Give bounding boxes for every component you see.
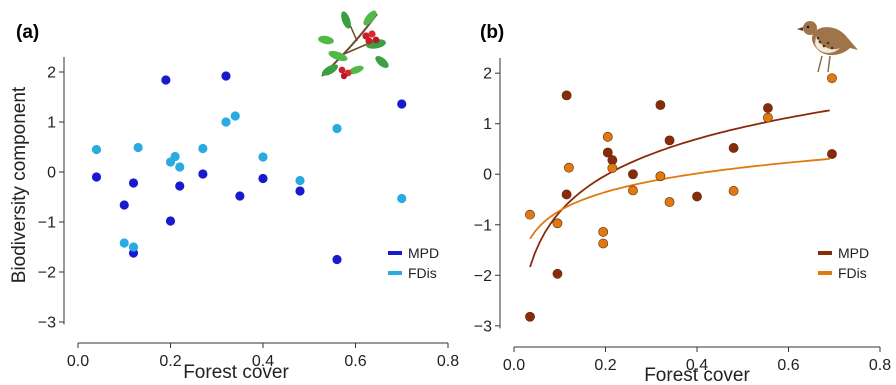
panel-b-point-fdis bbox=[628, 185, 638, 196]
panel-a-point-fdis bbox=[91, 144, 102, 155]
panel-a-point-fdis bbox=[133, 142, 143, 153]
panel-a-point-mpd bbox=[332, 254, 342, 265]
panel-a-y-tick-label: −3 bbox=[38, 315, 56, 332]
panel-b-point-mpd bbox=[655, 100, 666, 110]
panel-a-y-tick-label: 1 bbox=[47, 115, 56, 132]
panel-a-point-mpd bbox=[235, 191, 245, 201]
panel-b-x-tick-label: 0.4 bbox=[686, 357, 708, 374]
panel-a-point-fdis bbox=[332, 123, 342, 134]
hawthorn-branch-icon bbox=[318, 10, 389, 80]
panel-b-y-tick-label: 1 bbox=[483, 116, 492, 133]
panel-a-point-mpd bbox=[295, 186, 305, 196]
panel-a-point-mpd bbox=[198, 169, 208, 179]
panel-b-point-fdis bbox=[655, 171, 666, 182]
panel-a-y-tick-label: 2 bbox=[47, 65, 56, 82]
panel-a-x-tick-label: 0.0 bbox=[67, 353, 89, 370]
panel-b-y-tick-label: −2 bbox=[474, 268, 492, 285]
panel-b-point-mpd bbox=[692, 191, 702, 202]
panel-a-point-fdis bbox=[198, 143, 208, 154]
panel-b: 0.0 0.2 0.4 0.6 0.8 2 1 0 −1 −2 −3 MPD FDis (b) Fore… bbox=[474, 21, 891, 385]
panel-b-point-fdis bbox=[552, 218, 563, 229]
panel-b-x-tick-label: 0.6 bbox=[777, 357, 799, 374]
panel-a-point-fdis bbox=[295, 175, 305, 186]
panel-a-x-tick-label: 0.4 bbox=[252, 353, 274, 370]
panel-a-point-mpd bbox=[397, 99, 407, 109]
panel-b-y-tick-label: −1 bbox=[474, 217, 492, 234]
panel-b-point-fdis bbox=[564, 162, 574, 173]
panel-b-point-mpd bbox=[827, 149, 837, 159]
panel-b-fit-line-fdis bbox=[529, 158, 830, 240]
panel-a-x-tick-label: 0.2 bbox=[159, 353, 181, 370]
panel-a-point-fdis bbox=[230, 111, 240, 121]
panel-b-point-mpd bbox=[552, 268, 563, 279]
panel-b-point-mpd bbox=[602, 147, 613, 158]
panel-b-plot-area: 0.0 0.2 0.4 0.6 0.8 2 1 0 −1 −2 −3 MPD FDis bbox=[474, 58, 891, 374]
panel-a-legend-label-fdis: FDis bbox=[408, 265, 437, 281]
thrush-bird-icon bbox=[797, 21, 858, 73]
panel-b-point-fdis bbox=[763, 112, 773, 123]
panel-a-point-fdis bbox=[221, 117, 231, 127]
panel-a-label: (a) bbox=[16, 22, 39, 43]
panel-a-y-tick-label: 0 bbox=[47, 165, 56, 182]
panel-b-point-fdis bbox=[598, 226, 609, 237]
panel-a-point-mpd bbox=[161, 75, 171, 85]
panel-b-point-fdis bbox=[664, 197, 675, 207]
panel-b-point-mpd bbox=[728, 143, 739, 153]
panel-a-y-tick-label: −2 bbox=[38, 265, 56, 282]
panel-b-point-mpd bbox=[763, 103, 773, 113]
panel-a-point-fdis bbox=[128, 242, 139, 252]
panel-b-point-fdis bbox=[827, 73, 837, 84]
panel-a-point-mpd bbox=[175, 181, 185, 191]
panel-b-point-mpd bbox=[561, 90, 572, 101]
panel-b-point-fdis bbox=[525, 209, 535, 220]
panel-b-x-tick-label: 0.0 bbox=[503, 357, 525, 374]
panel-b-y-tick-label: −3 bbox=[474, 318, 492, 335]
panel-b-point-fdis bbox=[607, 163, 618, 174]
panel-b-label: (b) bbox=[480, 22, 504, 43]
panel-a-y-tick-label: −1 bbox=[38, 215, 56, 232]
panel-a-point-mpd bbox=[91, 172, 102, 182]
panel-b-point-fdis bbox=[602, 131, 613, 142]
panel-b-point-mpd bbox=[525, 311, 535, 322]
panel-a-point-mpd bbox=[119, 200, 129, 210]
panel-b-point-mpd bbox=[561, 189, 572, 200]
panel-a-point-fdis bbox=[119, 238, 129, 248]
panel-a-point-fdis bbox=[258, 152, 268, 162]
panel-b-point-fdis bbox=[598, 238, 609, 249]
panel-b-point-mpd bbox=[664, 135, 675, 146]
panel-a: 0.0 0.2 0.4 0.6 0.8 2 1 0 −1 −2 −3 MPD FDis (a) Fore… bbox=[9, 10, 459, 383]
panel-b-x-tick-label: 0.8 bbox=[869, 357, 891, 374]
panel-b-legend-label-mpd: MPD bbox=[838, 245, 869, 261]
panel-a-y-axis-title: Biodiversity component bbox=[9, 86, 30, 283]
panel-a-point-mpd bbox=[165, 216, 176, 226]
panel-b-x-tick-label: 0.2 bbox=[594, 357, 616, 374]
panel-a-point-fdis bbox=[175, 162, 185, 172]
panel-a-point-mpd bbox=[221, 71, 231, 81]
panel-a-plot-area: 0.0 0.2 0.4 0.6 0.8 2 1 0 −1 −2 −3 MPD FDis bbox=[38, 57, 459, 370]
panel-a-x-axis-title: Forest cover bbox=[183, 362, 289, 383]
panel-b-x-axis-title: Forest cover bbox=[644, 365, 750, 385]
panel-b-y-tick-label: 2 bbox=[483, 66, 492, 83]
panel-b-legend-label-fdis: FDis bbox=[838, 265, 867, 281]
panel-a-point-fdis bbox=[397, 193, 407, 204]
panel-a-point-fdis bbox=[170, 151, 180, 162]
panel-b-y-tick-label: 0 bbox=[483, 167, 492, 184]
panel-b-point-fdis bbox=[728, 186, 739, 196]
panel-a-point-mpd bbox=[258, 173, 268, 184]
panel-a-x-tick-label: 0.6 bbox=[344, 353, 366, 370]
panel-a-point-mpd bbox=[128, 178, 139, 188]
panel-a-legend-label-mpd: MPD bbox=[408, 245, 439, 261]
panel-b-point-mpd bbox=[628, 169, 638, 180]
panel-b-fit-line-mpd bbox=[529, 109, 830, 268]
panel-a-x-tick-label: 0.8 bbox=[437, 353, 459, 370]
